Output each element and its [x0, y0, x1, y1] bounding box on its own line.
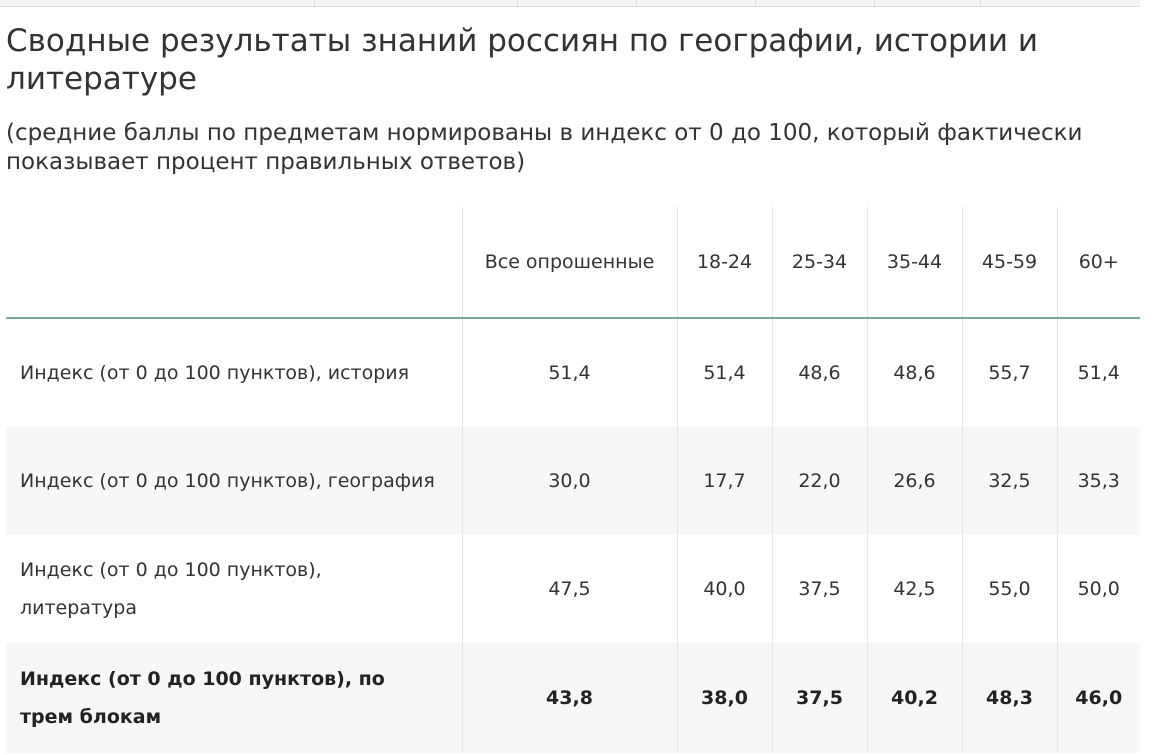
header-row: Все опрошенные 18-24 25-34 35-44 45-59 6… — [6, 207, 1140, 319]
cell-value: 26,6 — [867, 427, 963, 535]
row-label: Индекс (от 0 до 100 пунктов), по трем бл… — [6, 643, 463, 753]
row-label: Индекс (от 0 до 100 пунктов), география — [6, 427, 463, 535]
cell-value: 22,0 — [772, 427, 868, 535]
column-header-60-plus: 60+ — [1057, 207, 1140, 319]
table-row-geography: Индекс (от 0 до 100 пунктов), география … — [6, 427, 1140, 535]
cell-value: 50,0 — [1077, 578, 1120, 600]
cell-value: 55,0 — [962, 535, 1058, 643]
column-header-35-44: 35-44 — [867, 207, 963, 319]
cell-value: 35,3 — [1057, 427, 1140, 535]
column-header-25-34: 25-34 — [772, 207, 868, 319]
cell-value: 51,4 — [1077, 362, 1120, 384]
row-label: Индекс (от 0 до 100 пунктов), история — [6, 318, 463, 427]
cell-value: 40,0 — [677, 535, 773, 643]
cell-value: 46,0 — [1057, 643, 1140, 753]
column-header-all: Все опрошенные — [462, 207, 678, 319]
column-divider — [517, 0, 518, 6]
table-row-total: Индекс (от 0 до 100 пунктов), по трем бл… — [6, 643, 1140, 753]
cell-value: 51,4 — [677, 318, 773, 427]
column-divider — [874, 0, 875, 6]
table-row-history: Индекс (от 0 до 100 пунктов), история 51… — [6, 318, 1140, 427]
cell-value: 48,3 — [962, 643, 1058, 753]
cell-value: 47,5 — [462, 535, 678, 643]
cell-value: 37,5 — [772, 535, 868, 643]
column-divider — [980, 0, 981, 6]
cell-value: 17,7 — [677, 427, 773, 535]
table-row-literature: Индекс (от 0 до 100 пунктов), литература… — [6, 535, 1140, 643]
column-divider — [314, 0, 315, 6]
table-subtitle: (средние баллы по предметам нормированы … — [6, 120, 1083, 175]
previous-table-edge — [0, 0, 1140, 7]
cell-value: 55,7 — [962, 318, 1058, 427]
row-label: Индекс (от 0 до 100 пунктов), литература — [6, 535, 463, 643]
column-divider — [755, 0, 756, 6]
cell-value: 38,0 — [677, 643, 773, 753]
cell-value: 51,4 — [462, 318, 678, 427]
cell-value: 42,5 — [867, 535, 963, 643]
cell-value: 37,5 — [772, 643, 868, 753]
table-title: Сводные результаты знаний россиян по гео… — [6, 23, 1038, 97]
results-table: Все опрошенные 18-24 25-34 35-44 45-59 6… — [6, 207, 1140, 753]
cell-value: 40,2 — [867, 643, 963, 753]
column-header-18-24: 18-24 — [677, 207, 773, 319]
cell-value: 30,0 — [462, 427, 678, 535]
cell-value: 48,6 — [867, 318, 963, 427]
cell-value: 32,5 — [962, 427, 1058, 535]
column-header-45-59: 45-59 — [962, 207, 1058, 319]
cell-value: 48,6 — [772, 318, 868, 427]
column-header-label — [6, 207, 463, 319]
column-divider — [636, 0, 637, 6]
cell-value: 43,8 — [462, 643, 678, 753]
